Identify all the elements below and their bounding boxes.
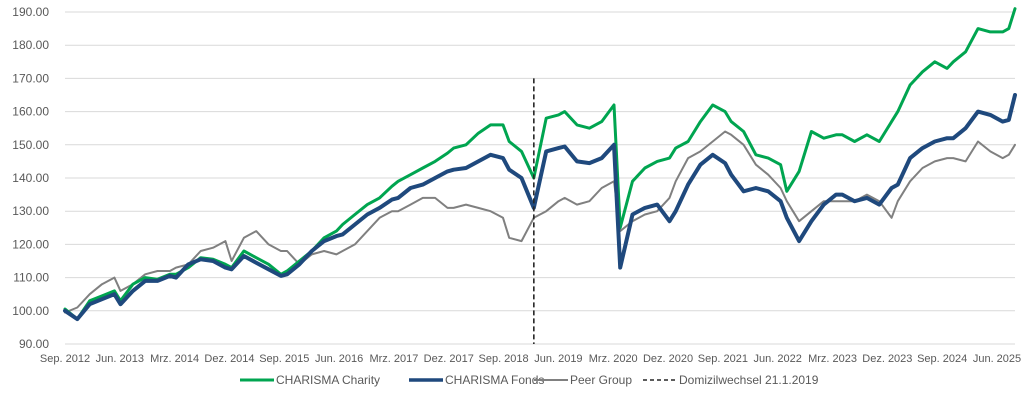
x-tick-label: Jun. 2025 [973, 353, 1021, 365]
x-tick-label: Mrz. 2020 [589, 353, 638, 365]
legend-label: Domizilwechsel 21.1.2019 [679, 373, 819, 387]
legend-label: Peer Group [570, 373, 632, 387]
legend: CHARISMA Charity CHARISMA Fonds Peer Group… [240, 373, 819, 387]
x-axis-tick-labels: Sep. 2012 Jun. 2013 Mrz. 2014 Dez. 2014 Sep.… [40, 353, 1021, 365]
x-tick-label: Jun. 2022 [754, 353, 802, 365]
series-line-peer-group [64, 130, 1016, 314]
x-tick-label: Dez. 2023 [862, 353, 912, 365]
x-tick-label: Dez. 2017 [424, 353, 474, 365]
x-tick-label: Mrz. 2023 [808, 353, 857, 365]
x-tick-label: Jun. 2019 [534, 353, 582, 365]
y-tick-label: 110.00 [13, 271, 49, 285]
x-tick-label: Mrz. 2014 [150, 353, 199, 365]
y-tick-label: 170.00 [12, 71, 49, 85]
x-tick-label: Sep. 2021 [698, 353, 748, 365]
legend-label: CHARISMA Fonds [445, 373, 544, 387]
legend-label: CHARISMA Charity [276, 373, 380, 387]
x-tick-label: Sep. 2024 [917, 353, 967, 365]
x-tick-label: Sep. 2012 [40, 353, 90, 365]
x-tick-label: Dez. 2020 [643, 353, 693, 365]
y-tick-label: 150.00 [12, 138, 49, 152]
y-axis-tick-labels: 90.00 100.00 110.00 120.00 130.00 140.00 150.0… [12, 5, 49, 351]
y-tick-label: 100.00 [12, 304, 49, 318]
y-tick-label: 130.00 [12, 204, 49, 218]
x-tick-label: Sep. 2018 [479, 353, 529, 365]
y-tick-label: 90.00 [19, 337, 49, 351]
y-tick-label: 120.00 [12, 237, 49, 251]
x-tick-label: Jun. 2016 [315, 353, 363, 365]
y-tick-label: 160.00 [12, 105, 49, 119]
series-lines [63, 7, 1017, 322]
x-tick-label: Sep. 2015 [259, 353, 309, 365]
series-line-charisma-fonds [63, 93, 1017, 322]
x-tick-label: Dez. 2014 [204, 353, 254, 365]
y-tick-label: 140.00 [12, 171, 49, 185]
series-line-charisma-charity [63, 7, 1017, 321]
y-tick-label: 180.00 [12, 38, 49, 52]
x-tick-label: Jun. 2013 [96, 353, 144, 365]
x-tick-label: Mrz. 2017 [369, 353, 418, 365]
y-tick-label: 190.00 [12, 5, 49, 19]
